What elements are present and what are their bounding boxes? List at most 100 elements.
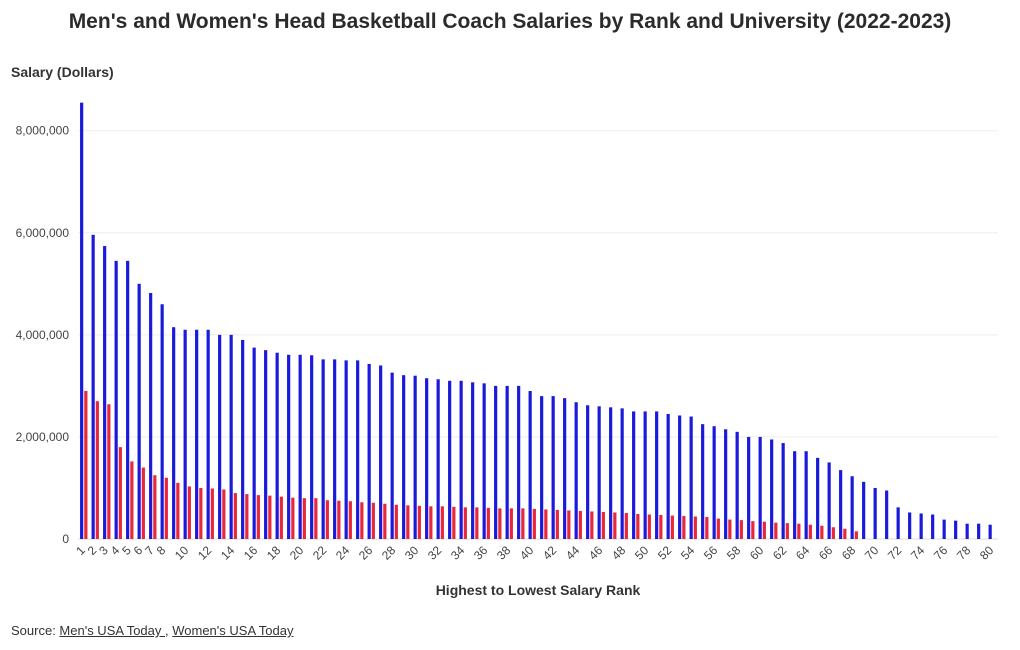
bar-women[interactable]: [164, 477, 168, 539]
bar-women[interactable]: [371, 502, 375, 539]
bar-men[interactable]: [689, 416, 693, 539]
bar-men[interactable]: [942, 519, 946, 539]
bar-men[interactable]: [873, 487, 877, 539]
bar-men[interactable]: [747, 436, 751, 539]
bar-women[interactable]: [843, 528, 847, 539]
bar-women[interactable]: [291, 497, 295, 539]
bar-women[interactable]: [785, 523, 789, 539]
bar-men[interactable]: [482, 383, 486, 539]
bar-women[interactable]: [417, 505, 421, 539]
bar-women[interactable]: [601, 511, 605, 539]
bar-women[interactable]: [475, 507, 479, 539]
bar-women[interactable]: [555, 509, 559, 539]
bar-men[interactable]: [954, 520, 958, 539]
bar-women[interactable]: [831, 527, 835, 539]
bar-women[interactable]: [486, 507, 490, 539]
bar-men[interactable]: [620, 408, 624, 539]
bar-women[interactable]: [705, 517, 709, 539]
bar-men[interactable]: [206, 329, 210, 539]
bar-women[interactable]: [325, 500, 329, 539]
bar-men[interactable]: [770, 439, 774, 539]
bar-women[interactable]: [383, 503, 387, 539]
bar-men[interactable]: [793, 451, 797, 539]
bar-women[interactable]: [222, 489, 226, 539]
bar-women[interactable]: [521, 508, 525, 539]
bar-men[interactable]: [517, 385, 521, 539]
bar-men[interactable]: [988, 524, 992, 539]
bar-women[interactable]: [613, 512, 617, 539]
bar-men[interactable]: [149, 293, 153, 539]
bar-men[interactable]: [816, 457, 820, 539]
bar-women[interactable]: [854, 531, 858, 539]
bar-women[interactable]: [199, 487, 203, 539]
bar-men[interactable]: [459, 380, 463, 539]
bar-men[interactable]: [172, 327, 176, 539]
bar-men[interactable]: [885, 490, 889, 539]
bar-women[interactable]: [314, 498, 318, 539]
bar-women[interactable]: [268, 495, 272, 539]
bar-women[interactable]: [256, 495, 260, 539]
bar-men[interactable]: [701, 424, 705, 539]
bar-men[interactable]: [321, 359, 325, 539]
bar-women[interactable]: [429, 506, 433, 539]
bar-women[interactable]: [337, 500, 341, 539]
bar-men[interactable]: [252, 347, 256, 539]
bar-women[interactable]: [532, 508, 536, 539]
bar-men[interactable]: [310, 355, 314, 539]
bar-women[interactable]: [567, 510, 571, 539]
bar-men[interactable]: [402, 375, 406, 539]
mens-source-link[interactable]: Men's USA Today: [59, 623, 165, 638]
bar-men[interactable]: [977, 523, 981, 539]
bar-women[interactable]: [187, 486, 191, 539]
bar-men[interactable]: [586, 405, 590, 539]
bar-men[interactable]: [229, 334, 233, 539]
bar-men[interactable]: [655, 411, 659, 539]
bar-women[interactable]: [118, 447, 122, 539]
bar-men[interactable]: [436, 379, 440, 539]
bar-men[interactable]: [183, 329, 187, 539]
bar-men[interactable]: [666, 413, 670, 539]
bar-men[interactable]: [540, 396, 544, 539]
bar-men[interactable]: [241, 339, 245, 539]
bar-men[interactable]: [218, 334, 222, 539]
bar-women[interactable]: [762, 521, 766, 539]
bar-women[interactable]: [739, 520, 743, 539]
bar-men[interactable]: [126, 260, 130, 539]
bar-men[interactable]: [862, 481, 866, 539]
bar-men[interactable]: [103, 246, 107, 539]
womens-source-link[interactable]: Women's USA Today: [172, 623, 294, 638]
bar-men[interactable]: [425, 378, 429, 539]
bar-men[interactable]: [850, 476, 854, 539]
bar-men[interactable]: [597, 406, 601, 539]
bar-women[interactable]: [176, 482, 180, 539]
bar-men[interactable]: [91, 234, 95, 540]
bar-women[interactable]: [360, 502, 364, 539]
bar-men[interactable]: [735, 431, 739, 539]
bar-women[interactable]: [233, 493, 237, 539]
bar-men[interactable]: [413, 375, 417, 539]
bar-men[interactable]: [931, 514, 935, 539]
bar-men[interactable]: [896, 507, 900, 539]
bar-men[interactable]: [528, 391, 532, 539]
bar-women[interactable]: [279, 496, 283, 539]
bar-women[interactable]: [751, 521, 755, 539]
bar-women[interactable]: [636, 513, 640, 539]
bar-men[interactable]: [563, 398, 567, 539]
bar-women[interactable]: [647, 514, 651, 539]
bar-women[interactable]: [774, 522, 778, 539]
bar-women[interactable]: [624, 512, 628, 539]
bar-women[interactable]: [498, 508, 502, 539]
bar-men[interactable]: [827, 462, 831, 539]
bar-women[interactable]: [245, 494, 249, 539]
bar-women[interactable]: [348, 501, 352, 539]
bar-men[interactable]: [114, 260, 118, 539]
bar-women[interactable]: [590, 511, 594, 539]
bar-women[interactable]: [452, 506, 456, 539]
bar-men[interactable]: [275, 352, 279, 539]
bar-men[interactable]: [298, 354, 302, 539]
bar-men[interactable]: [551, 396, 555, 539]
bar-women[interactable]: [808, 524, 812, 539]
bar-men[interactable]: [379, 365, 383, 539]
bar-men[interactable]: [160, 304, 164, 539]
bar-women[interactable]: [716, 518, 720, 539]
